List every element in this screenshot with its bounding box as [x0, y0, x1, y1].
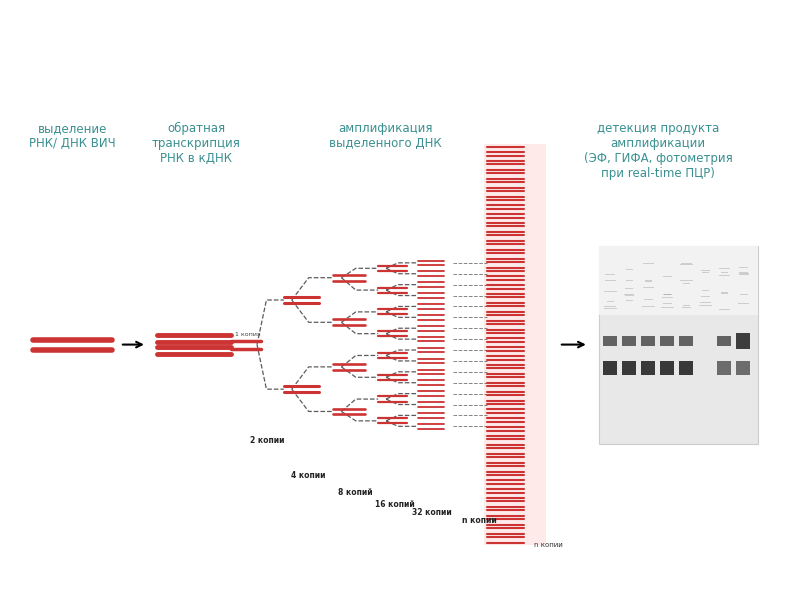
Text: n копии: n копии: [462, 516, 497, 525]
Text: обратная
транскрипция
РНК в кДНК: обратная транскрипция РНК в кДНК: [152, 122, 241, 165]
Bar: [717, 335, 731, 346]
Text: 2 копии: 2 копии: [250, 436, 284, 445]
Bar: [736, 332, 750, 349]
Bar: [622, 335, 636, 346]
Bar: [660, 361, 674, 375]
Bar: [641, 361, 655, 375]
Bar: [679, 335, 693, 346]
Bar: [602, 361, 617, 375]
Bar: [602, 335, 617, 346]
Text: амплификация
выделенного ДНК: амплификация выделенного ДНК: [329, 122, 442, 149]
Bar: [641, 335, 655, 346]
Text: 32 копии: 32 копии: [412, 508, 452, 517]
Text: 1 копия: 1 копия: [235, 332, 261, 337]
Text: 8 копий: 8 копий: [338, 488, 373, 497]
Bar: [679, 361, 693, 375]
Bar: [660, 335, 674, 346]
Bar: [485, 145, 546, 545]
Bar: [598, 245, 758, 315]
Text: детекция продукта
амплификации
(ЭФ, ГИФА, фотометрия
при real-time ПЦР): детекция продукта амплификации (ЭФ, ГИФА…: [584, 122, 733, 179]
Text: n копии: n копии: [534, 542, 563, 548]
Text: выделение
РНК/ ДНК ВИЧ: выделение РНК/ ДНК ВИЧ: [29, 122, 116, 149]
Bar: [622, 361, 636, 375]
Bar: [736, 361, 750, 375]
Text: 4 копии: 4 копии: [291, 472, 326, 481]
Text: 16 копий: 16 копий: [375, 500, 415, 509]
Bar: [598, 245, 758, 443]
Bar: [717, 361, 731, 375]
